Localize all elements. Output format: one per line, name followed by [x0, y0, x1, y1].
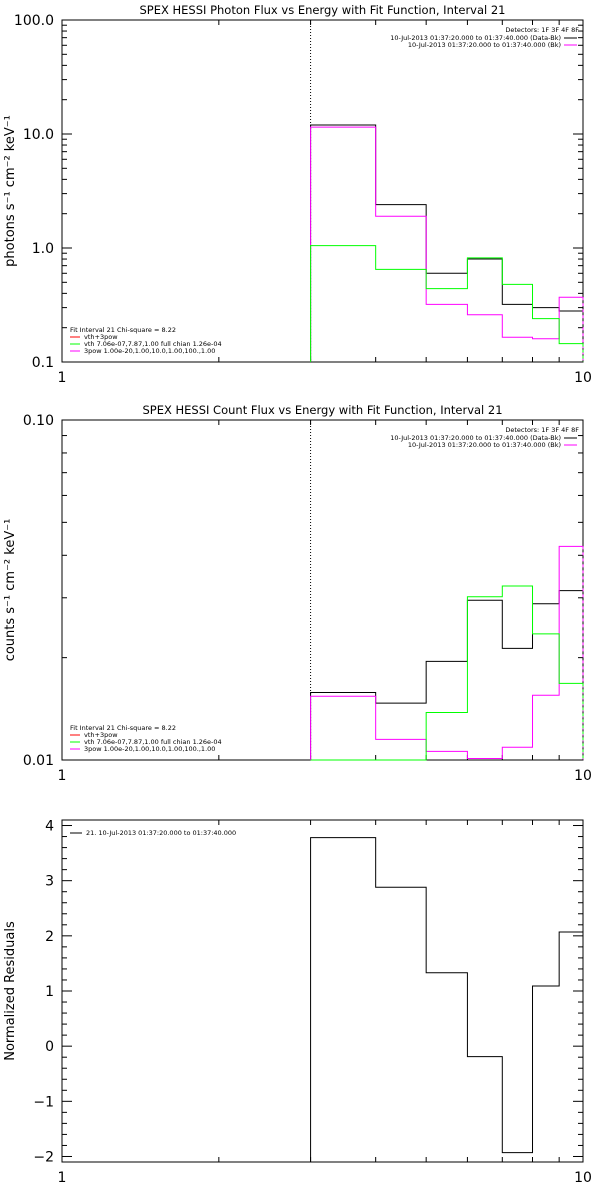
- y-tick-label: 1: [45, 984, 54, 1000]
- x-tick-label: 10: [574, 768, 592, 784]
- plot-frame: [61, 19, 584, 363]
- y-tick-label: −2: [33, 1149, 54, 1165]
- series-1: [310, 124, 584, 362]
- series-3: [310, 245, 584, 362]
- y-tick-label: 0.1: [32, 355, 54, 371]
- x-ticks: [61, 820, 584, 1162]
- legend-entry: 10-Jul-2013 01:37:20.000 to 01:37:40.000…: [408, 41, 561, 49]
- legend-entry: vth+3pow: [84, 333, 118, 341]
- series-line: [310, 245, 583, 362]
- detectors-label: Detectors: 1F 3F 4F 8F: [505, 426, 579, 434]
- detectors-label: Detectors: 1F 3F 4F 8F: [505, 26, 579, 34]
- x-tick-label: 1: [58, 1170, 67, 1186]
- legend-entry: 10-Jul-2013 01:37:20.000 to 01:37:40.000…: [390, 34, 561, 42]
- chart-panel-2: SPEX HESSI Count Flux vs Energy with Fit…: [3, 403, 592, 784]
- x-tick-label: 1: [58, 768, 67, 784]
- series-line: [310, 126, 583, 362]
- legend-entry: vth+3pow: [84, 731, 118, 739]
- fit-summary: Fit Interval 21 Chi-square = 8.22: [70, 724, 176, 732]
- y-tick-label: 2: [45, 929, 54, 945]
- y-tick-label: −1: [33, 1094, 54, 1110]
- plot-frame: [61, 419, 584, 761]
- chart-panel-3: Normalized Residuals 1 10 −2 −1 0 1 2 3 4 21. 10-J…: [3, 819, 592, 1186]
- chart-title: SPEX HESSI Photon Flux vs Energy with Fi…: [139, 3, 505, 17]
- plot-frame: [61, 819, 584, 1163]
- series-line: [310, 124, 583, 362]
- legend-entry: vth 7.06e-07,7.87,1.00 full chian 1.26e-…: [84, 738, 222, 746]
- legend-entry: 10-Jul-2013 01:37:20.000 to 01:37:40.000…: [390, 434, 561, 442]
- chart-panel-1: SPEX HESSI Photon Flux vs Energy with Fi…: [3, 3, 592, 386]
- legend-entry: 21. 10-Jul-2013 01:37:20.000 to 01:37:40…: [86, 829, 236, 837]
- series-3: [310, 585, 584, 761]
- y-axis-label: counts s⁻¹ cm⁻² keV⁻¹: [3, 519, 18, 662]
- chart-title: SPEX HESSI Count Flux vs Energy with Fit…: [142, 403, 502, 417]
- series-line: [310, 837, 583, 1162]
- y-tick-label: 4: [45, 819, 54, 835]
- series-2: [310, 126, 584, 362]
- y-tick-label: 100.0: [14, 13, 54, 29]
- x-tick-label: 1: [58, 370, 67, 386]
- x-tick-label: 10: [574, 1170, 592, 1186]
- series-line: [310, 590, 583, 760]
- legend-entry: vth 7.06e-07,7.87,1.00 full chian 1.26e-…: [84, 340, 222, 348]
- y-tick-label: 0: [45, 1039, 54, 1055]
- series-1: [310, 590, 584, 760]
- y-tick-label: 10.0: [23, 127, 54, 143]
- fit-summary: Fit Interval 21 Chi-square = 8.22: [70, 326, 176, 334]
- y-axis-label: photons s⁻¹ cm⁻² keV⁻¹: [3, 115, 18, 267]
- x-ticks: [61, 20, 584, 362]
- y-ticks: [62, 825, 583, 1157]
- y-tick-label: 0.10: [23, 413, 54, 429]
- series-line: [310, 545, 583, 760]
- legend-entry: 3pow 1.00e-20,1.00,10.0,1.00,100.,1.00: [84, 745, 215, 753]
- series-2: [310, 545, 584, 760]
- y-ticks: [62, 419, 583, 761]
- y-axis-label: Normalized Residuals: [3, 921, 18, 1061]
- legend-entry: 10-Jul-2013 01:37:20.000 to 01:37:40.000…: [408, 441, 561, 449]
- y-tick-label: 0.01: [23, 753, 54, 769]
- series-line: [310, 585, 583, 761]
- legend-entry: 3pow 1.00e-20,1.00,10.0,1.00,100.,1.00: [84, 347, 215, 355]
- y-ticks: [62, 19, 583, 363]
- y-tick-label: 1.0: [32, 241, 54, 257]
- x-ticks: [61, 420, 584, 760]
- x-tick-label: 10: [574, 370, 592, 386]
- y-tick-label: 3: [45, 874, 54, 890]
- series-1: [310, 837, 584, 1162]
